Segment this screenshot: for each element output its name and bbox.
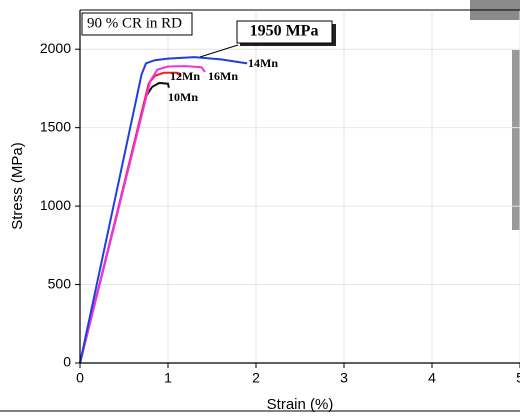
x-tick-label: 1 (164, 370, 172, 386)
series-line (79, 65, 206, 364)
x-axis-label: Strain (%) (267, 396, 334, 413)
series-label: 16Mn (208, 69, 238, 83)
x-tick-label: 3 (340, 370, 348, 386)
y-tick-label: 500 (48, 275, 72, 291)
series-label: 14Mn (248, 56, 278, 70)
series-line (79, 56, 248, 364)
inset-label: 90 % CR in RD (87, 15, 182, 31)
inset-box (81, 12, 193, 36)
y-tick-label: 1000 (40, 197, 71, 213)
series-label: 12Mn (170, 69, 200, 83)
x-tick-label: 4 (428, 370, 436, 386)
x-tick-label: 0 (76, 370, 84, 386)
y-tick-label: 2000 (40, 40, 71, 56)
y-tick-label: 1500 (40, 118, 71, 134)
annotation-leader (199, 44, 239, 58)
x-tick-label: 5 (516, 370, 520, 386)
y-axis-label: Stress (MPa) (9, 142, 26, 230)
photo-fragment (512, 50, 520, 230)
x-tick-label: 2 (252, 370, 260, 386)
annotation: 1950 MPa (250, 23, 319, 40)
series-label: 10Mn (168, 90, 198, 104)
y-tick-label: 0 (63, 354, 71, 370)
annotation-box (236, 20, 333, 44)
